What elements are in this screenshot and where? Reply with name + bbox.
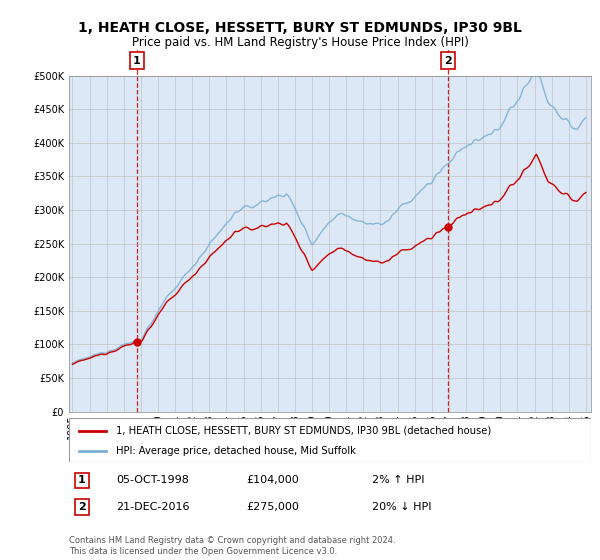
Text: 20% ↓ HPI: 20% ↓ HPI xyxy=(372,502,431,512)
Text: 1, HEATH CLOSE, HESSETT, BURY ST EDMUNDS, IP30 9BL (detached house): 1, HEATH CLOSE, HESSETT, BURY ST EDMUNDS… xyxy=(116,426,491,436)
Text: 21-DEC-2016: 21-DEC-2016 xyxy=(116,502,190,512)
Text: Price paid vs. HM Land Registry's House Price Index (HPI): Price paid vs. HM Land Registry's House … xyxy=(131,36,469,49)
Text: Contains HM Land Registry data © Crown copyright and database right 2024.
This d: Contains HM Land Registry data © Crown c… xyxy=(69,536,395,556)
Text: £275,000: £275,000 xyxy=(247,502,299,512)
Text: 2: 2 xyxy=(78,502,86,512)
FancyBboxPatch shape xyxy=(69,418,591,462)
Text: 2: 2 xyxy=(445,55,452,66)
Text: 1, HEATH CLOSE, HESSETT, BURY ST EDMUNDS, IP30 9BL: 1, HEATH CLOSE, HESSETT, BURY ST EDMUNDS… xyxy=(78,21,522,35)
Text: 1: 1 xyxy=(78,475,86,486)
Text: 2% ↑ HPI: 2% ↑ HPI xyxy=(372,475,424,486)
Text: £104,000: £104,000 xyxy=(247,475,299,486)
Text: 1: 1 xyxy=(133,55,140,66)
Text: 05-OCT-1998: 05-OCT-1998 xyxy=(116,475,189,486)
Text: HPI: Average price, detached house, Mid Suffolk: HPI: Average price, detached house, Mid … xyxy=(116,446,356,456)
